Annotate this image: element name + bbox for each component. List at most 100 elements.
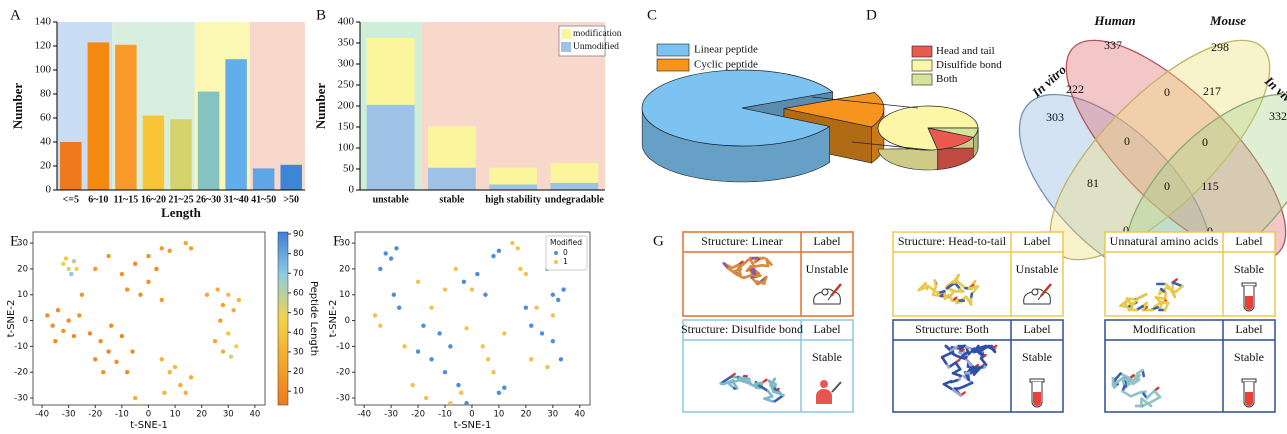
molecule-bond	[758, 384, 770, 393]
y-tick-label: 300	[338, 58, 355, 70]
card-title: Unnatural amino acids	[1110, 234, 1219, 248]
scatter-point	[159, 246, 164, 251]
x-tick-label: -10	[438, 410, 452, 420]
scatter-point	[453, 266, 458, 272]
y-tick-label: 30	[339, 239, 350, 249]
scatter-point	[391, 292, 397, 297]
scatter-point	[146, 253, 151, 259]
scatter-point	[138, 292, 143, 297]
venn-count: 222	[1066, 82, 1084, 96]
scatter-point	[119, 333, 125, 339]
molecule-bond	[964, 295, 973, 306]
scatter-point	[410, 382, 415, 388]
scatter-point	[77, 313, 82, 318]
y-tick-label: -20	[336, 368, 350, 378]
scatter-point	[132, 395, 138, 401]
pie-slice	[783, 92, 885, 128]
scatter-point	[429, 305, 434, 310]
y-tick-label: 80	[40, 88, 52, 100]
scatter-point	[66, 318, 71, 323]
colorbar-tick-label: 40	[293, 328, 304, 338]
molecule-bond	[1124, 378, 1136, 382]
molecule-bond	[743, 272, 756, 279]
y-axis-label: Number	[10, 83, 25, 129]
y-tick-label: 20	[40, 160, 52, 172]
scatter-point	[502, 385, 507, 390]
legend-swatch	[656, 58, 690, 72]
scatter-point	[61, 328, 66, 334]
panel-label: A	[10, 7, 21, 23]
card-label-header: Label	[1235, 322, 1263, 336]
molecule-bond	[950, 378, 961, 384]
scatter-point	[372, 313, 378, 318]
scatter-point	[45, 313, 50, 318]
scatter-point	[485, 357, 491, 362]
y-tick-label: 100	[35, 64, 52, 76]
card-label-header: Label	[813, 322, 841, 336]
bar-segment	[550, 163, 599, 183]
scatter-point	[555, 297, 561, 303]
bar-segment	[489, 167, 538, 185]
molecule-bond	[763, 397, 774, 403]
molecule-bond	[1136, 293, 1148, 300]
scatter-point	[469, 287, 475, 292]
scatter-point	[71, 333, 77, 339]
icon-mouse-ear	[821, 288, 829, 296]
scatter-point	[183, 240, 188, 246]
bar	[197, 91, 220, 190]
scatter-point	[558, 357, 564, 362]
scatter-point	[101, 370, 106, 375]
scatter-point	[510, 240, 515, 246]
connector	[811, 96, 919, 109]
x-tick-label: 10	[170, 410, 181, 420]
venn-count: 0	[1123, 223, 1129, 237]
bar	[142, 115, 165, 190]
scatter-point	[550, 313, 556, 318]
molecule-bond	[731, 377, 744, 384]
venn-count: 332	[1269, 109, 1287, 123]
molecule-bond	[972, 348, 983, 354]
card-label: Unstable	[1016, 262, 1059, 276]
molecule-bond	[955, 279, 967, 290]
molecule-bond	[1124, 297, 1129, 307]
bar	[280, 164, 302, 190]
icon-syringe	[831, 381, 842, 393]
molecule-bond	[726, 267, 738, 276]
x-tick-label: undegradable	[545, 194, 604, 205]
x-tick-label: -30	[62, 410, 76, 420]
scatter-point	[561, 287, 566, 292]
legend-label: 1	[563, 257, 568, 266]
scatter-point	[215, 287, 220, 292]
y-tick-label: -10	[336, 342, 350, 352]
legend-label: Head and tail	[936, 45, 995, 57]
scatter-point	[496, 248, 502, 254]
scatter-point	[475, 271, 480, 277]
scatter-point	[402, 344, 407, 349]
x-tick-label: <=5	[63, 194, 79, 205]
y-axis-label: t-SNE-2	[328, 300, 339, 338]
scatter-point	[106, 349, 111, 354]
scatter-point	[159, 357, 164, 362]
x-tick-label: 26~30	[196, 194, 221, 205]
panel-label: F	[333, 233, 341, 249]
venn-count: 0	[1164, 85, 1170, 99]
scatter-point	[66, 266, 71, 272]
connector	[851, 141, 931, 151]
molecule-bond	[1119, 372, 1131, 380]
bar	[252, 168, 275, 190]
y-tick-label: 50	[343, 163, 355, 175]
card-label: Stable	[812, 350, 842, 364]
x-tick-label: -40	[357, 410, 371, 420]
scatter-point	[394, 246, 399, 251]
legend-label: modification	[573, 28, 622, 39]
venn-set	[1065, 39, 1287, 261]
y-tick-label: -30	[336, 394, 350, 404]
y-axis-label: t-SNE-2	[6, 300, 17, 338]
scatter-point	[167, 248, 172, 254]
scatter-point	[236, 297, 242, 303]
x-tick-label: 40	[574, 410, 585, 420]
molecule-bond	[1140, 397, 1153, 408]
icon-syringe	[830, 283, 842, 297]
molecule-bond	[927, 285, 940, 295]
